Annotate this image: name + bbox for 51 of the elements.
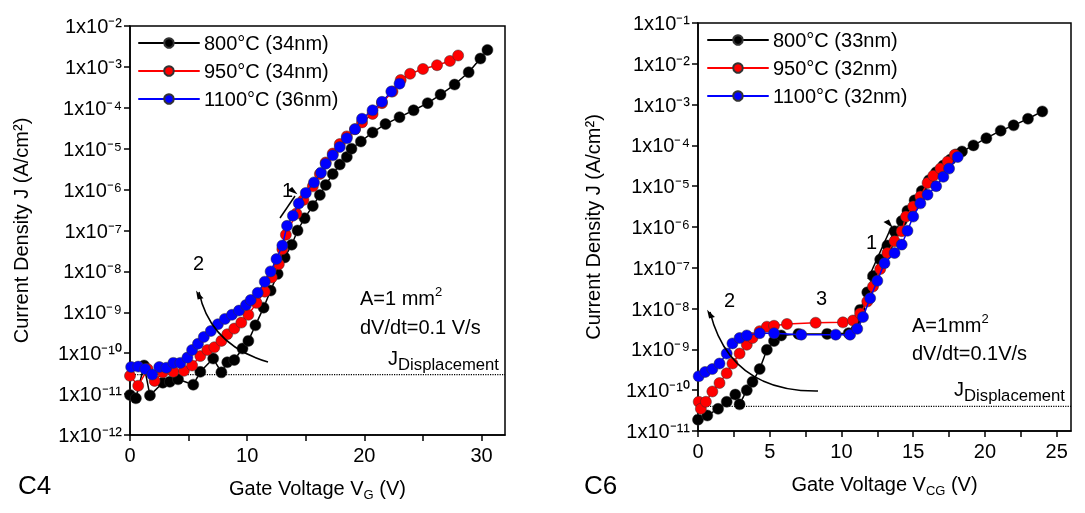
y-tick-label: 1x10⁻¹² bbox=[58, 424, 123, 446]
y-tick-label: 1x10⁻¹ bbox=[632, 12, 691, 34]
y-tick-label: 1x10⁻⁷ bbox=[64, 219, 122, 242]
y-tick-label: 1x10⁻⁶ bbox=[631, 216, 690, 238]
x-tick-label: 25 bbox=[1045, 440, 1068, 462]
x-tick-label: 0 bbox=[124, 444, 136, 466]
x-tick-label: 15 bbox=[902, 440, 925, 462]
y-tick-label: 1x10⁻⁹ bbox=[631, 338, 690, 361]
x-tick-label: 0 bbox=[692, 440, 704, 462]
x-tick-label: 30 bbox=[470, 444, 493, 466]
y-tick-label: 1x10⁻⁶ bbox=[63, 178, 122, 201]
legend-label: 800°C (33nm) bbox=[773, 29, 898, 51]
y-tick-label: 1x10⁻¹⁰ bbox=[625, 379, 690, 402]
y-tick-label: 1x10⁻⁷ bbox=[632, 256, 690, 279]
ref-line-label: J$_{Displacement}$ bbox=[388, 345, 499, 376]
y-tick-label: 1x10⁻⁵ bbox=[631, 175, 690, 198]
y-tick-label: 1x10⁻¹¹ bbox=[626, 420, 691, 442]
ref-line-label: J$_{Displacement}$ bbox=[954, 377, 1065, 408]
x-tick-label: 10 bbox=[236, 444, 259, 466]
annotation: 2 bbox=[724, 289, 736, 311]
x-tick-label: 5 bbox=[764, 440, 776, 462]
y-tick-label: 1x10⁻³ bbox=[64, 55, 123, 78]
y-tick-label: 1x10⁻² bbox=[632, 52, 691, 75]
y-tick-label: 1x10⁻⁸ bbox=[63, 260, 122, 283]
y-tick-label: 1x10⁻⁴ bbox=[631, 134, 690, 157]
legend-label: 1100°C (32nm) bbox=[773, 85, 908, 107]
annotation: dV/dt=0.1 V/s bbox=[360, 316, 481, 338]
annotation: 1 bbox=[866, 231, 878, 253]
annotation: 1 bbox=[282, 179, 294, 201]
legend-label: 950°C (34nm) bbox=[204, 60, 329, 82]
annotation: 2 bbox=[193, 252, 205, 274]
legend-label: 800°C (34nm) bbox=[204, 32, 329, 54]
x-tick-label: 20 bbox=[973, 440, 997, 462]
y-axis-title: Current Density J (A/cm²) bbox=[582, 114, 604, 340]
text: C6 bbox=[584, 470, 618, 500]
y-tick-label: 1x10⁻⁵ bbox=[63, 137, 122, 160]
y-tick-label: 1x10⁻¹⁰ bbox=[57, 342, 122, 365]
y-axis-title: Current Density J (A/cm²) bbox=[10, 117, 32, 344]
y-tick-label: 1x10⁻¹¹ bbox=[58, 383, 123, 406]
legend-label: 950°C (32nm) bbox=[773, 57, 898, 79]
x-tick-label: 10 bbox=[830, 440, 853, 462]
y-tick-label: 1x10⁻⁴ bbox=[63, 96, 122, 119]
y-tick-label: 1x10⁻² bbox=[64, 15, 123, 37]
annotation: dV/dt=0.1V/s bbox=[912, 342, 1028, 364]
y-tick-label: 1x10⁻⁸ bbox=[631, 297, 690, 320]
legend-label: 1100°C (36nm) bbox=[204, 88, 339, 110]
text: C4 bbox=[18, 470, 52, 500]
y-tick-label: 1x10⁻⁹ bbox=[63, 301, 122, 324]
annotation: 3 bbox=[816, 287, 828, 309]
x-tick-label: 20 bbox=[353, 444, 376, 466]
y-tick-label: 1x10⁻³ bbox=[632, 93, 691, 116]
